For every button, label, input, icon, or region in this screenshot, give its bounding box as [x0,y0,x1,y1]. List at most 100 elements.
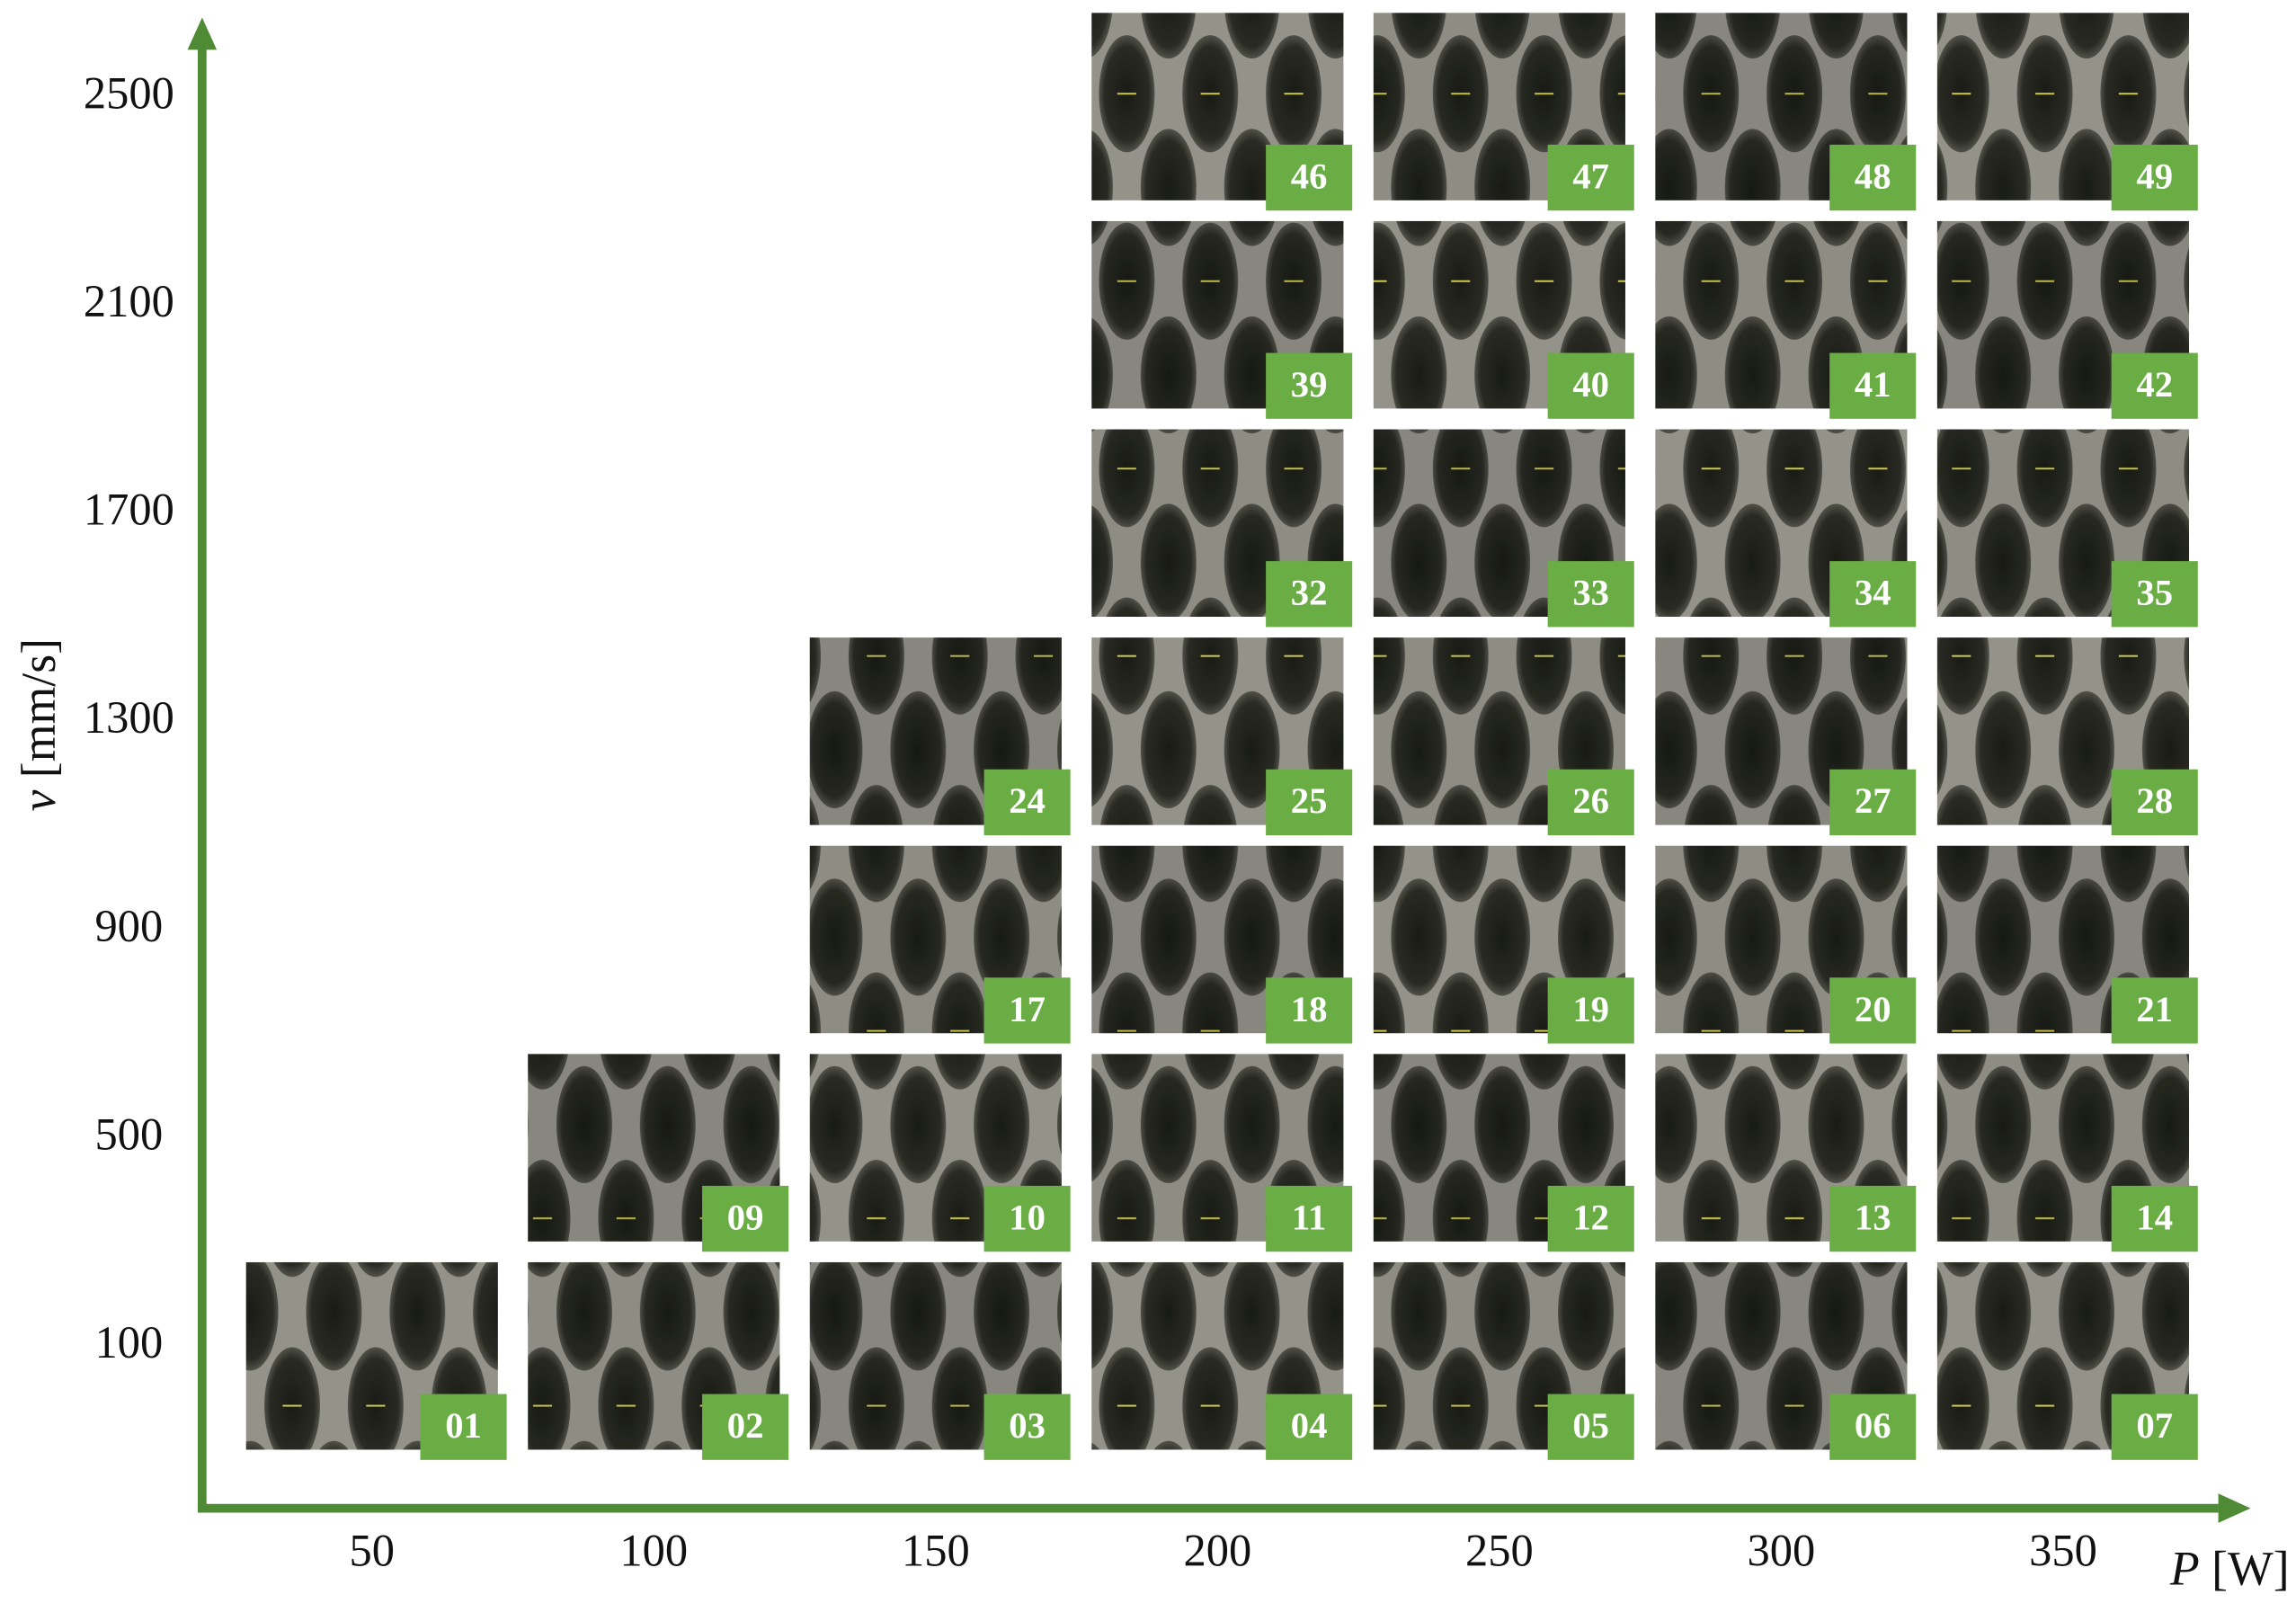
label-box [1547,144,1634,211]
sample-tile: 41 [1655,220,1917,419]
label-box [1547,977,1634,1044]
x-tick-label: 300 [1748,1525,1816,1575]
x-tick-label: 150 [902,1525,970,1575]
sample-label: 10 [1009,1197,1046,1237]
sample-tile: 24 [809,637,1071,836]
sample-label: 06 [1855,1405,1891,1446]
sample-label: 49 [2136,156,2173,196]
sample-tile: 33 [1373,429,1634,628]
sample-label: 20 [1855,989,1891,1029]
sample-tile: 03 [809,1261,1071,1460]
label-box [1829,561,1917,628]
label-box [1266,144,1353,211]
label-box [1547,769,1634,836]
x-axis-symbol: P [2169,1541,2200,1595]
label-box [983,1394,1071,1460]
label-box [1547,352,1634,419]
label-box [1266,352,1353,419]
sample-tile: 19 [1373,845,1634,1044]
x-tick-label: 250 [1465,1525,1534,1575]
sample-label: 17 [1009,989,1046,1029]
sample-tile: 13 [1655,1054,1917,1252]
sample-label: 34 [1855,573,1891,613]
label-box [1829,977,1917,1044]
sample-tile: 09 [528,1054,789,1252]
axes [187,17,2251,1523]
sample-tile: 11 [1091,1054,1353,1252]
y-axis-title: v [mm/s] [12,638,66,812]
sample-label: 24 [1009,780,1046,821]
label-box [983,769,1071,836]
label-box [2111,352,2198,419]
label-box [1829,1185,1917,1252]
sample-tile: 35 [1936,429,2198,628]
label-box [1266,561,1353,628]
sample-tile: 28 [1936,637,2198,836]
sample-tile: 39 [1091,220,1353,419]
sample-label: 18 [1291,989,1328,1029]
sample-tile: 04 [1091,1261,1353,1460]
label-box [2111,561,2198,628]
label-box [983,977,1071,1044]
sample-tile: 05 [1373,1261,1634,1460]
sample-label: 27 [1855,780,1891,821]
sample-tile: 47 [1373,13,1634,211]
sample-label: 04 [1291,1405,1328,1446]
sample-label: 01 [445,1405,482,1446]
sample-label: 47 [1572,156,1609,196]
sample-tile: 12 [1373,1054,1634,1252]
sample-tile: 34 [1655,429,1917,628]
sample-tile: 17 [809,845,1071,1044]
label-box [2111,1394,2198,1460]
label-box [1266,1185,1353,1252]
x-axis-title: P [W] [2169,1541,2290,1595]
sample-tile: 48 [1655,13,1917,211]
sample-tile: 06 [1655,1261,1917,1460]
sample-label: 13 [1855,1197,1891,1237]
sample-label: 41 [1855,364,1891,405]
sample-tile: 32 [1091,429,1353,628]
x-tick-label: 50 [350,1525,395,1575]
label-box [1266,769,1353,836]
sample-tile: 26 [1373,637,1634,836]
x-tick-label: 350 [2029,1525,2097,1575]
sample-tile: 21 [1936,845,2198,1044]
label-box [1547,1394,1634,1460]
y-tick-label: 2500 [84,67,174,118]
label-box [702,1185,789,1252]
label-box [2111,1185,2198,1252]
sample-label: 03 [1009,1405,1046,1446]
sample-label: 40 [1572,364,1609,405]
label-box [1266,1394,1353,1460]
label-box [1547,561,1634,628]
label-box [2111,977,2198,1044]
label-box [983,1185,1071,1252]
sample-label: 11 [1292,1197,1326,1237]
sample-label: 07 [2136,1405,2173,1446]
label-box [2111,144,2198,211]
sample-tile: 42 [1936,220,2198,419]
sample-label: 32 [1291,573,1328,613]
label-box [1547,1185,1634,1252]
label-box [1829,769,1917,836]
sample-tile: 27 [1655,637,1917,836]
sample-label: 14 [2136,1197,2173,1237]
sample-label: 09 [727,1197,764,1237]
sample-label: 02 [727,1405,764,1446]
y-tick-label: 2100 [84,276,174,326]
label-box [420,1394,507,1460]
sample-label: 33 [1572,573,1609,613]
sample-label: 12 [1572,1197,1609,1237]
sample-tile: 18 [1091,845,1353,1044]
sample-tile: 25 [1091,637,1353,836]
y-axis-symbol: v [12,789,66,811]
sample-label: 46 [1291,156,1328,196]
sample-label: 35 [2136,573,2173,613]
label-box [1829,1394,1917,1460]
label-box [702,1394,789,1460]
y-tick-label: 100 [95,1317,164,1367]
sample-label: 39 [1291,364,1328,405]
sample-label: 28 [2136,780,2173,821]
